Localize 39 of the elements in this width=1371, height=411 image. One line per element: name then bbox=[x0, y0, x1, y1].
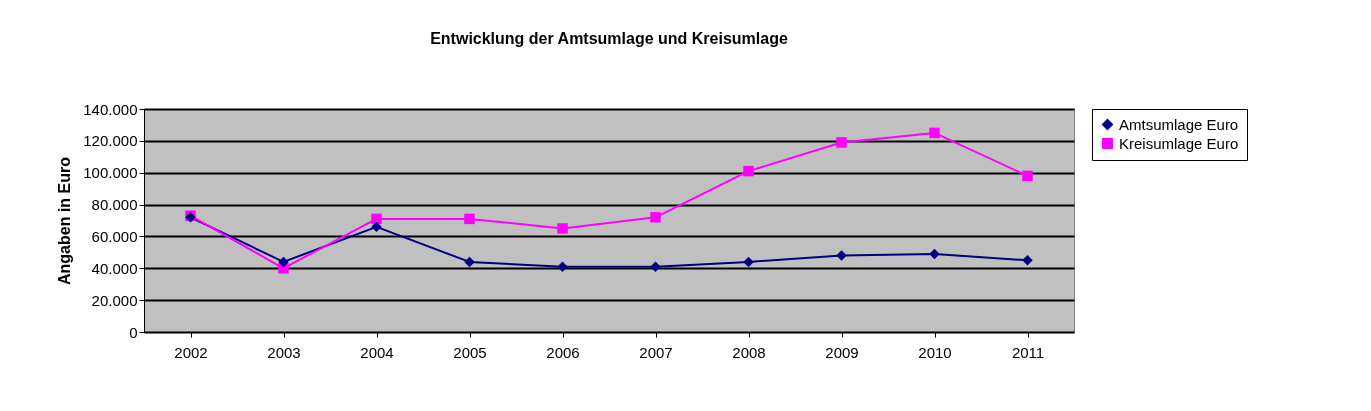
x-tick-label: 2006 bbox=[546, 343, 580, 361]
point bbox=[650, 261, 661, 272]
point bbox=[743, 165, 754, 177]
x-tick-label: 2002 bbox=[174, 343, 208, 361]
point bbox=[743, 256, 754, 268]
y-axis-title: Angaben in Euro bbox=[56, 156, 74, 285]
x-tick-label: 2004 bbox=[360, 343, 394, 361]
x-tick-label: 2008 bbox=[732, 343, 766, 361]
y-tick-label: 60.000 bbox=[91, 227, 138, 245]
x-tick-label: 2003 bbox=[267, 343, 301, 361]
y-tick-label: 120.000 bbox=[83, 132, 138, 150]
point bbox=[836, 137, 847, 148]
point bbox=[836, 250, 847, 261]
point bbox=[650, 212, 661, 223]
point bbox=[464, 213, 475, 225]
y-tick-label: 140.000 bbox=[83, 100, 138, 118]
x-tick-label: 2007 bbox=[639, 343, 673, 361]
point bbox=[929, 127, 940, 139]
point bbox=[371, 213, 382, 225]
x-tick-label: 2011 bbox=[1011, 343, 1045, 361]
y-tick-label: 20.000 bbox=[91, 291, 138, 309]
point bbox=[1022, 255, 1033, 266]
point bbox=[278, 256, 289, 268]
legend-label: Amtsumlage Euro bbox=[1119, 115, 1239, 133]
chart-title: Entwicklung der Amtsumlage und Kreisumlage bbox=[430, 30, 788, 47]
point bbox=[557, 261, 568, 272]
x-tick-label: 2009 bbox=[825, 343, 859, 361]
x-tick-label: 2005 bbox=[453, 343, 487, 361]
point bbox=[929, 248, 940, 260]
x-tick-label: 2010 bbox=[918, 343, 952, 361]
point bbox=[1022, 170, 1033, 182]
point bbox=[371, 221, 382, 233]
y-tick-label: 80.000 bbox=[91, 196, 138, 214]
point bbox=[557, 223, 568, 234]
y-tick-label: 100.000 bbox=[83, 164, 138, 182]
y-tick-label: 40.000 bbox=[91, 259, 138, 277]
legend-label: Kreisumlage Euro bbox=[1119, 134, 1239, 152]
point bbox=[464, 256, 475, 268]
y-tick-label: 0 bbox=[129, 323, 138, 341]
